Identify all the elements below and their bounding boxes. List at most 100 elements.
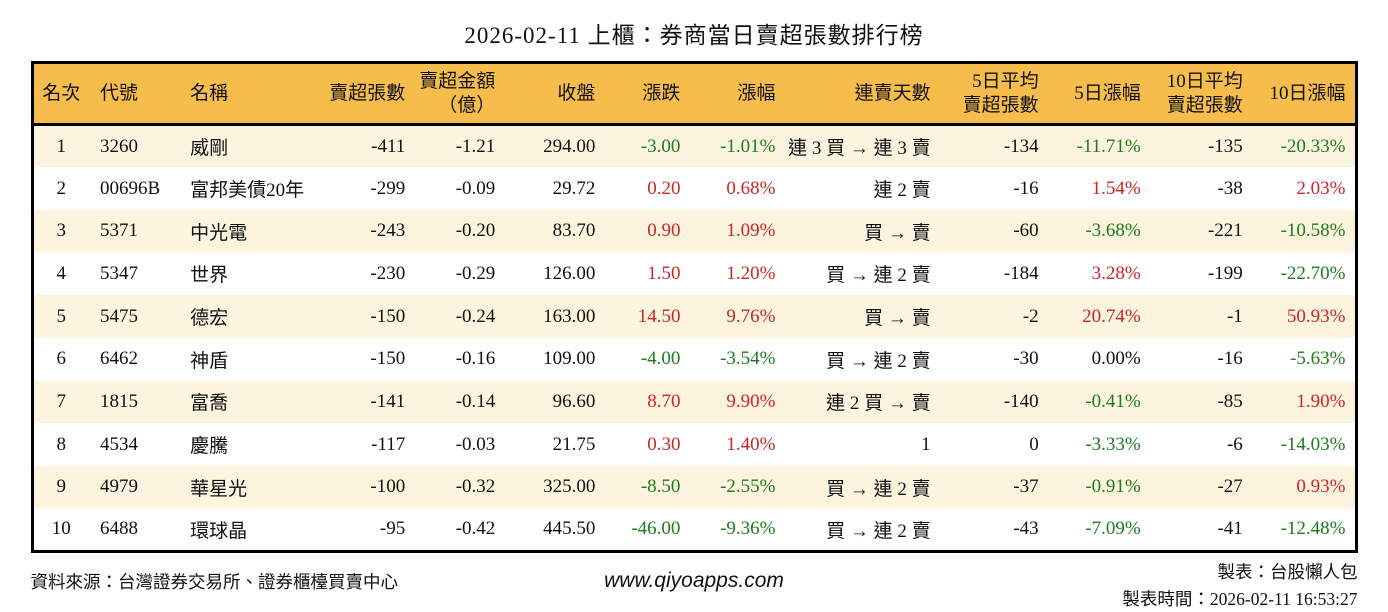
cell-pct10: -22.70% <box>1280 262 1346 284</box>
column-header-sell-volume: 賣超張數 <box>319 62 415 126</box>
cell-close: 126.00 <box>543 262 596 284</box>
cell-rank: 1 <box>56 135 67 157</box>
cell-close: 445.50 <box>543 518 596 540</box>
cell-avg5-sell-volume: 0 <box>1029 433 1039 455</box>
cell-close: 163.00 <box>543 305 596 327</box>
cell-pct10: -5.63% <box>1290 348 1346 370</box>
cell-sell-amount: -0.32 <box>455 476 496 498</box>
cell-pct10: -12.48% <box>1280 518 1346 540</box>
cell-pct10: -14.03% <box>1280 433 1346 455</box>
table-row: 6 6462 神盾 -150 -0.16 109.00 -4.00 -3.54% 買 → 連 2… <box>32 337 1356 381</box>
cell-change-pct: 1.40% <box>726 433 776 455</box>
cell-pct5: -0.41% <box>1085 390 1141 412</box>
cell-rank: 6 <box>56 348 67 370</box>
cell-sell-streak: 買 → 連 2 賣 <box>826 350 931 372</box>
column-header-avg10-sell-volume: 10日平均 賣超張數 <box>1149 62 1252 126</box>
cell-rank: 2 <box>56 177 67 199</box>
cell-close: 96.60 <box>552 390 596 412</box>
cell-sell-amount: -0.29 <box>455 262 496 284</box>
cell-code: 6488 <box>100 518 139 540</box>
table-row: 2 00696B 富邦美債20年 -299 -0.09 29.72 0.20 0.68% 連 2… <box>32 167 1356 210</box>
cell-pct10: 0.93% <box>1296 476 1346 498</box>
cell-code: 4534 <box>100 433 139 455</box>
cell-name: 神盾 <box>190 350 229 372</box>
table-row: 10 6488 環球晶 -95 -0.42 445.50 -46.00 -9.36% 買 → 連… <box>32 508 1356 552</box>
cell-pct10: -20.33% <box>1280 135 1346 157</box>
cell-code: 5371 <box>100 220 139 242</box>
cell-sell-streak: 連 3 買 → 連 3 賣 <box>788 138 931 160</box>
cell-change: -8.50 <box>640 476 681 498</box>
cell-sell-amount: -0.16 <box>455 348 496 370</box>
cell-name: 威剛 <box>190 138 229 160</box>
cell-rank: 10 <box>51 518 71 540</box>
cell-avg10-sell-volume: -6 <box>1226 433 1243 455</box>
cell-name: 環球晶 <box>190 520 248 542</box>
cell-avg5-sell-volume: -30 <box>1013 348 1039 370</box>
cell-change: 8.70 <box>647 390 681 412</box>
cell-rank: 3 <box>56 220 67 242</box>
column-header-avg5-sell-volume: 5日平均 賣超張數 <box>939 62 1048 126</box>
column-header-change-pct: 漲幅 <box>689 62 785 126</box>
cell-pct5: -3.68% <box>1085 220 1141 242</box>
cell-change-pct: 0.68% <box>726 177 776 199</box>
cell-sell-amount: -0.20 <box>455 220 496 242</box>
cell-name: 慶騰 <box>190 436 229 458</box>
cell-rank: 9 <box>56 476 67 498</box>
cell-sell-volume: -243 <box>370 220 406 242</box>
cell-avg10-sell-volume: -221 <box>1207 220 1243 242</box>
made-at-label: 製表時間：2026-02-11 16:53:27 <box>1122 589 1358 609</box>
cell-change: 0.30 <box>647 433 681 455</box>
cell-avg5-sell-volume: -134 <box>1003 135 1039 157</box>
cell-change: -3.00 <box>640 135 681 157</box>
cell-pct10: 1.90% <box>1296 390 1346 412</box>
cell-pct5: 3.28% <box>1091 262 1141 284</box>
column-header-close: 收盤 <box>504 62 605 126</box>
cell-sell-streak: 買 → 連 2 賣 <box>826 478 931 500</box>
cell-sell-streak: 買 → 賣 <box>864 222 931 244</box>
cell-code: 00696B <box>100 177 161 199</box>
cell-name: 富喬 <box>190 393 229 415</box>
cell-sell-amount: -0.24 <box>455 305 496 327</box>
cell-sell-volume: -117 <box>371 433 406 455</box>
column-header-rank: 名次 <box>32 62 90 126</box>
cell-name: 富邦美債20年 <box>190 180 305 202</box>
cell-change: 14.50 <box>637 305 681 327</box>
cell-rank: 4 <box>56 262 67 284</box>
cell-code: 5347 <box>100 262 139 284</box>
cell-sell-streak: 連 2 賣 <box>873 180 931 202</box>
cell-close: 109.00 <box>543 348 596 370</box>
cell-close: 83.70 <box>552 220 596 242</box>
cell-avg10-sell-volume: -135 <box>1207 135 1243 157</box>
cell-avg5-sell-volume: -184 <box>1003 262 1039 284</box>
cell-code: 3260 <box>100 135 139 157</box>
cell-avg5-sell-volume: -43 <box>1013 518 1039 540</box>
website-label: www.qiyoapps.com <box>604 568 784 592</box>
cell-sell-volume: -95 <box>379 518 406 540</box>
cell-pct10: 2.03% <box>1296 177 1346 199</box>
page-title: 2026-02-11 上櫃：券商當日賣超張數排行榜 <box>464 23 924 48</box>
cell-avg10-sell-volume: -38 <box>1217 177 1243 199</box>
cell-avg10-sell-volume: -85 <box>1217 390 1243 412</box>
cell-rank: 7 <box>56 390 67 412</box>
cell-code: 1815 <box>100 390 139 412</box>
cell-sell-volume: -230 <box>370 262 406 284</box>
cell-pct10: 50.93% <box>1286 305 1346 327</box>
cell-sell-streak: 1 <box>921 433 931 455</box>
cell-code: 4979 <box>100 476 139 498</box>
cell-pct10: -10.58% <box>1280 220 1346 242</box>
cell-change: -46.00 <box>631 518 681 540</box>
cell-change: 1.50 <box>647 262 681 284</box>
cell-sell-volume: -299 <box>370 177 406 199</box>
broker-sell-ranking-table: 名次 代號 名稱 賣超張數 賣超金額 （億） 收盤 漲跌 漲幅 連賣天數 5日平均 賣超張數 5日漲… <box>30 61 1358 553</box>
cell-sell-amount: -0.09 <box>455 177 496 199</box>
column-header-change: 漲跌 <box>604 62 690 126</box>
maker-label: 製表：台股懶人包 <box>1217 561 1358 582</box>
cell-sell-volume: -100 <box>370 476 406 498</box>
cell-change-pct: 1.09% <box>726 220 776 242</box>
cell-avg5-sell-volume: -60 <box>1013 220 1039 242</box>
cell-avg10-sell-volume: -199 <box>1207 262 1243 284</box>
column-header-sell-amount: 賣超金額 （億） <box>414 62 505 126</box>
cell-change-pct: -2.55% <box>720 476 776 498</box>
table-header: 名次 代號 名稱 賣超張數 賣超金額 （億） 收盤 漲跌 漲幅 連賣天數 5日平均 賣超張數 5日漲… <box>32 62 1356 126</box>
table-row: 1 3260 威剛 -411 -1.21 294.00 -3.00 -1.01% 連 3 買 →… <box>32 124 1356 168</box>
